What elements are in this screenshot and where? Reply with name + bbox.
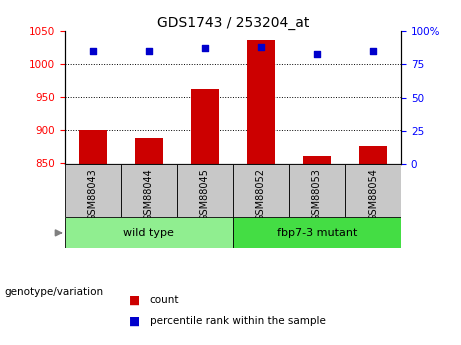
Text: ■: ■ xyxy=(129,314,140,327)
Text: percentile rank within the sample: percentile rank within the sample xyxy=(150,316,326,326)
Text: wild type: wild type xyxy=(123,228,174,238)
Bar xyxy=(177,164,233,217)
Bar xyxy=(233,217,401,248)
Bar xyxy=(78,130,106,164)
Bar xyxy=(65,217,233,248)
Text: GSM88052: GSM88052 xyxy=(256,168,266,221)
Bar xyxy=(289,164,345,217)
Bar xyxy=(303,156,331,164)
Text: GSM88053: GSM88053 xyxy=(312,168,322,221)
Text: ■: ■ xyxy=(129,294,140,307)
Text: GSM88054: GSM88054 xyxy=(368,168,378,221)
Point xyxy=(313,51,321,57)
Point xyxy=(369,48,377,54)
Title: GDS1743 / 253204_at: GDS1743 / 253204_at xyxy=(157,16,309,30)
Bar xyxy=(359,146,387,164)
Bar xyxy=(345,164,401,217)
Point xyxy=(145,48,152,54)
Text: GSM88045: GSM88045 xyxy=(200,168,210,221)
Point xyxy=(201,46,208,51)
Text: GSM88043: GSM88043 xyxy=(88,168,98,221)
Bar xyxy=(191,89,219,164)
Text: fbp7-3 mutant: fbp7-3 mutant xyxy=(277,228,357,238)
Point xyxy=(89,48,96,54)
Bar xyxy=(135,138,163,164)
Point xyxy=(257,44,265,50)
Text: GSM88044: GSM88044 xyxy=(144,168,154,221)
Bar xyxy=(65,164,121,217)
Text: genotype/variation: genotype/variation xyxy=(5,287,104,296)
Bar xyxy=(233,164,289,217)
Text: count: count xyxy=(150,295,179,305)
Bar xyxy=(247,40,275,164)
Bar xyxy=(121,164,177,217)
